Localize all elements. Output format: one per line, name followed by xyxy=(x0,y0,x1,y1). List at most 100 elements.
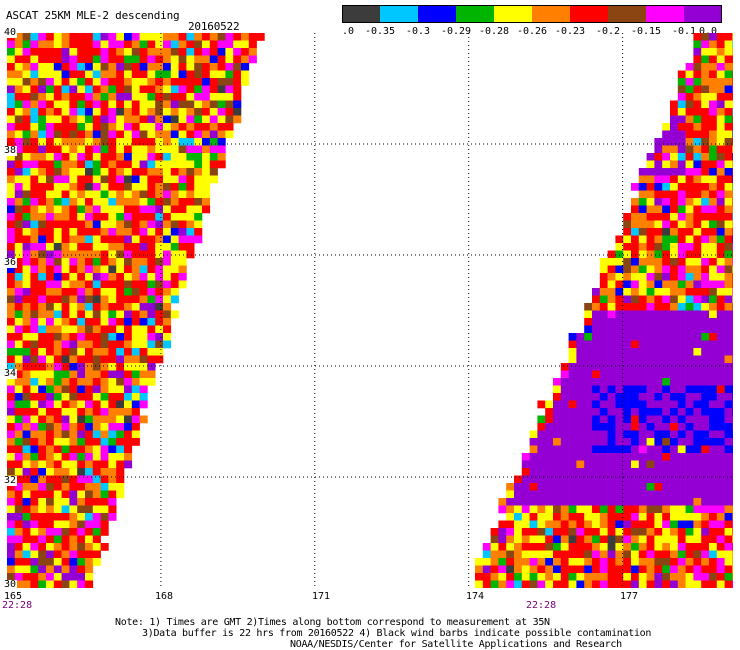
wind-cell xyxy=(693,415,702,424)
wind-cell xyxy=(186,198,195,206)
wind-cell xyxy=(53,318,62,326)
wind-cell xyxy=(77,258,86,266)
wind-cell xyxy=(139,115,148,124)
wind-cell xyxy=(147,348,156,356)
wind-cell xyxy=(225,40,234,49)
wind-cell xyxy=(638,348,647,356)
wind-cell xyxy=(30,400,39,409)
wind-cell xyxy=(69,258,78,266)
wind-cell xyxy=(155,145,164,154)
wind-cell xyxy=(100,445,109,454)
wind-cell xyxy=(716,183,725,191)
wind-cell xyxy=(53,438,62,446)
wind-cell xyxy=(701,108,710,116)
wind-cell xyxy=(615,250,624,259)
wind-cell xyxy=(709,318,718,326)
wind-cell xyxy=(553,513,562,521)
wind-cell xyxy=(576,370,585,379)
wind-cell xyxy=(69,400,78,409)
wind-cell xyxy=(716,528,725,536)
wind-cell xyxy=(38,490,47,499)
wind-cell xyxy=(14,573,23,581)
wind-cell xyxy=(116,385,125,394)
wind-cell xyxy=(14,228,23,236)
wind-cell xyxy=(545,558,554,566)
wind-cell xyxy=(646,243,655,251)
wind-cell xyxy=(155,168,164,176)
wind-cell xyxy=(677,565,686,574)
wind-cell xyxy=(7,228,16,236)
wind-cell xyxy=(178,123,187,131)
wind-cell xyxy=(599,318,608,326)
wind-cell xyxy=(482,573,491,581)
wind-cell xyxy=(709,213,718,221)
wind-cell xyxy=(77,145,86,154)
wind-cell xyxy=(599,288,608,296)
wind-cell xyxy=(61,340,70,349)
wind-cell xyxy=(209,40,218,49)
wind-cell xyxy=(724,453,733,461)
wind-cell xyxy=(92,385,101,394)
wind-cell xyxy=(670,393,679,401)
wind-cell xyxy=(545,580,554,588)
wind-cell xyxy=(701,550,710,559)
wind-cell xyxy=(131,295,140,304)
wind-cell xyxy=(732,445,733,454)
wind-cell xyxy=(693,565,702,574)
wind-cell xyxy=(61,138,70,146)
wind-cell xyxy=(615,573,624,581)
wind-cell xyxy=(685,565,694,574)
wind-cell xyxy=(638,400,647,409)
wind-cell xyxy=(46,483,55,491)
wind-cell xyxy=(77,55,86,64)
wind-cell xyxy=(654,250,663,259)
wind-cell xyxy=(22,183,31,191)
wind-cell xyxy=(53,175,62,184)
wind-cell xyxy=(155,78,164,86)
wind-cell xyxy=(100,198,109,206)
wind-cell xyxy=(514,543,523,551)
wind-cell xyxy=(61,70,70,79)
wind-cell xyxy=(701,198,710,206)
wind-cell xyxy=(677,93,686,101)
wind-cell xyxy=(116,445,125,454)
wind-cell xyxy=(701,40,710,49)
wind-cell xyxy=(155,265,164,274)
wind-cell xyxy=(233,115,242,124)
wind-cell xyxy=(116,153,125,161)
wind-cell xyxy=(701,48,710,56)
wind-cell xyxy=(53,580,62,588)
wind-cell xyxy=(22,243,31,251)
wind-cell xyxy=(100,303,109,311)
wind-cell xyxy=(53,228,62,236)
wind-cell xyxy=(615,550,624,559)
wind-cell xyxy=(170,40,179,49)
wind-cell xyxy=(186,33,195,41)
colorbar-swatch xyxy=(608,5,646,23)
wind-cell xyxy=(701,408,710,416)
wind-cell xyxy=(638,363,647,371)
wind-cell xyxy=(709,385,718,394)
wind-cell xyxy=(131,78,140,86)
wind-cell xyxy=(139,130,148,139)
wind-cell xyxy=(61,160,70,169)
wind-cell xyxy=(92,543,101,551)
wind-cell xyxy=(53,190,62,199)
wind-cell xyxy=(38,228,47,236)
wind-cell xyxy=(716,498,725,506)
wind-cell xyxy=(560,430,569,439)
wind-cell xyxy=(163,213,172,221)
wind-cell xyxy=(147,250,156,259)
wind-cell xyxy=(77,543,86,551)
wind-cell xyxy=(545,573,554,581)
wind-cell xyxy=(709,130,718,139)
wind-cell xyxy=(521,460,530,469)
wind-cell xyxy=(615,408,624,416)
wind-cell xyxy=(685,550,694,559)
wind-cell xyxy=(545,400,554,409)
wind-cell xyxy=(607,498,616,506)
wind-cell xyxy=(553,483,562,491)
wind-cell xyxy=(53,333,62,341)
wind-cell xyxy=(233,40,242,49)
wind-cell xyxy=(623,355,632,364)
